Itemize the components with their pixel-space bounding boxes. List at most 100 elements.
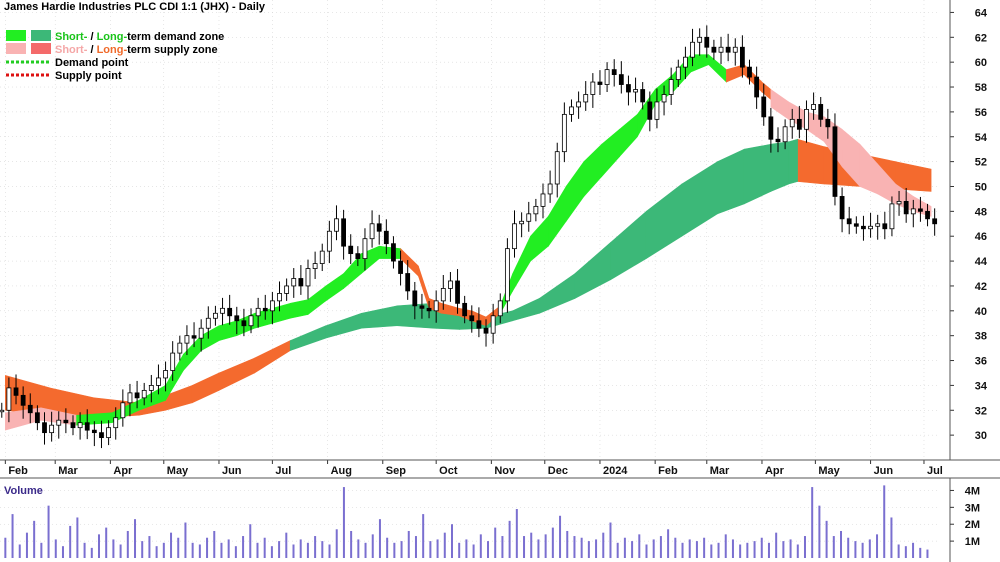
zone-segment — [378, 245, 401, 259]
volume-bar — [299, 539, 302, 558]
candle-body — [668, 79, 674, 95]
volume-bar — [25, 532, 28, 558]
volume-bar — [868, 539, 871, 558]
zone-segment — [200, 325, 220, 352]
candle-body — [868, 225, 873, 230]
candle-body — [932, 218, 938, 225]
month-label: Mar — [710, 465, 730, 477]
volume-bar — [83, 542, 86, 558]
volume-bar — [724, 534, 727, 558]
candle-body — [704, 36, 710, 48]
volume-bar — [206, 537, 209, 558]
candle-body — [875, 223, 881, 227]
volume-bar — [890, 517, 893, 558]
candle-body — [675, 66, 681, 80]
candle-body — [241, 320, 247, 327]
volume-bar — [198, 544, 201, 558]
legend-supply-point: Supply point — [55, 70, 122, 82]
volume-bar — [234, 546, 237, 558]
price-tick-label: 38 — [975, 331, 987, 343]
legend-swatch-long-supply — [31, 43, 51, 54]
volume-bar — [739, 544, 742, 558]
volume-bar — [458, 542, 461, 558]
month-label: Mar — [58, 465, 78, 477]
candle-body — [818, 104, 824, 120]
volume-bar — [371, 534, 374, 558]
volume-bar — [840, 530, 843, 558]
candle-body — [220, 307, 225, 314]
zone-segment — [859, 143, 878, 195]
volume-bar — [443, 532, 446, 558]
price-tick-label: 48 — [975, 206, 987, 218]
candle-body — [56, 419, 62, 426]
volume-bar — [177, 537, 180, 558]
zone-segment — [743, 143, 772, 205]
volume-bar — [501, 536, 504, 558]
candle-body — [455, 280, 460, 304]
candle-body — [576, 101, 581, 108]
volume-bar — [587, 541, 590, 558]
zone-segment — [307, 285, 327, 316]
candle-body — [718, 46, 724, 53]
month-label: 2024 — [603, 465, 628, 477]
candle-body — [412, 290, 418, 307]
volume-bar — [285, 532, 288, 558]
candle-body — [747, 66, 752, 78]
volume-bar — [61, 546, 64, 558]
volume-bar — [357, 539, 360, 558]
candle-body — [540, 193, 546, 207]
volume-bar — [47, 505, 50, 558]
candle-body — [106, 427, 111, 439]
candle-body — [683, 56, 688, 68]
month-label: May — [167, 465, 189, 477]
volume-bar — [148, 536, 151, 558]
volume-bar — [393, 542, 396, 558]
zone-segment — [770, 141, 789, 192]
candle-body — [448, 280, 453, 289]
candle-body — [618, 74, 624, 85]
zone-segment — [672, 53, 692, 93]
volume-bar — [695, 541, 698, 558]
zone-segment — [530, 215, 549, 262]
candle-body — [732, 46, 738, 53]
volume-bar — [141, 541, 144, 558]
volume-bar — [595, 539, 598, 558]
volume-bar — [112, 539, 115, 558]
candle-body — [561, 113, 567, 153]
legend-swatch-short-demand — [6, 30, 26, 41]
volume-gridlines — [0, 490, 940, 542]
zone-segment — [289, 299, 309, 319]
zone-segment — [619, 113, 638, 158]
chart-title: James Hardie Industries PLC CDI 1:1 (JHX… — [4, 1, 266, 13]
volume-bar — [717, 542, 720, 558]
zone-segment — [361, 305, 398, 329]
volume-bar — [18, 544, 21, 558]
price-gridlines — [0, 0, 940, 460]
candle-body — [127, 392, 133, 404]
volume-bar — [861, 542, 864, 558]
volume-bar — [487, 541, 490, 558]
candle-body — [569, 106, 574, 115]
volume-bar — [760, 537, 763, 558]
month-label: Nov — [494, 465, 516, 477]
candle-body — [391, 243, 396, 262]
candle-body — [134, 392, 140, 399]
month-label: Sep — [386, 465, 406, 477]
volume-bar — [11, 514, 14, 558]
volume-tick-label: 2M — [965, 519, 980, 531]
zone-segment — [191, 372, 220, 404]
volume-bar — [414, 536, 417, 558]
candle-body — [504, 248, 510, 302]
month-label: Feb — [658, 465, 678, 477]
candle-body — [13, 387, 19, 396]
zone-segment — [400, 247, 419, 277]
volume-label: Volume — [4, 485, 43, 497]
price-tick-label: 58 — [975, 82, 987, 94]
candle-body — [248, 315, 254, 327]
candle-body — [910, 208, 916, 215]
volume-bar — [710, 544, 713, 558]
candle-body — [234, 315, 240, 322]
volume-tick-label: 4M — [965, 485, 980, 497]
zone-segment — [610, 210, 647, 281]
